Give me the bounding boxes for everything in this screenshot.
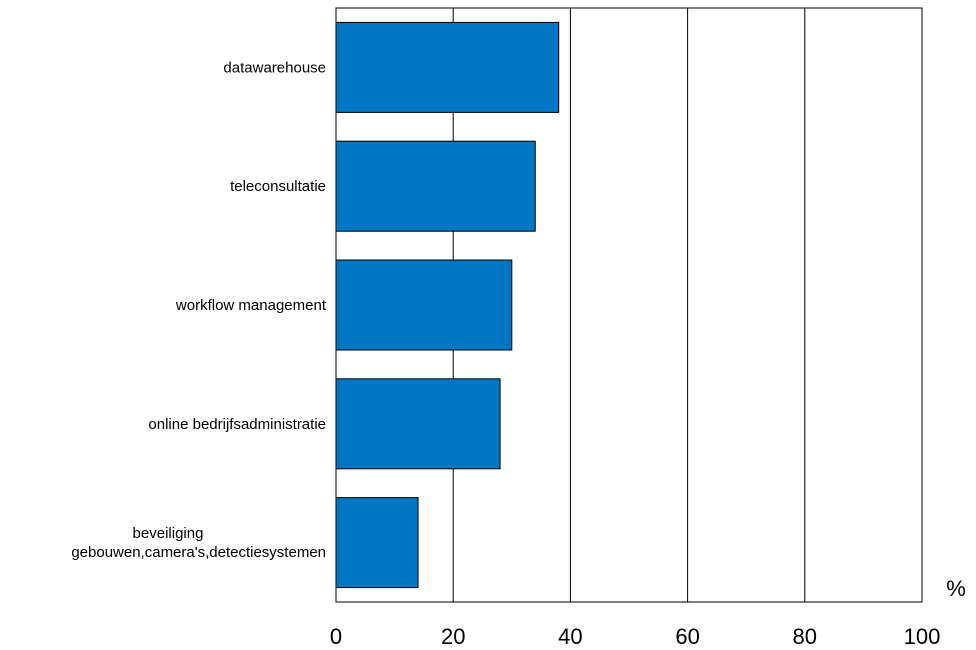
category-label-2-0: workflow management xyxy=(175,297,327,314)
x-tick-label-60: 60 xyxy=(675,624,699,649)
x-tick-label-80: 80 xyxy=(793,624,817,649)
x-tick-label-0: 0 xyxy=(330,624,342,649)
x-tick-label-40: 40 xyxy=(558,624,582,649)
x-axis-unit-label: % xyxy=(946,576,966,601)
bar-1 xyxy=(335,140,536,232)
x-tick-labels: 0 20 40 60 80 100 xyxy=(330,624,940,649)
x-tick-label-20: 20 xyxy=(441,624,465,649)
category-label-4-1: gebouwen,camera's,detectiesystemen xyxy=(71,544,326,561)
bar-2 xyxy=(335,259,513,351)
category-labels: datawarehouse teleconsultatie workflow man… xyxy=(71,59,326,561)
bars xyxy=(335,21,560,589)
bar-3 xyxy=(335,378,501,470)
category-label-3-0: online bedrijfsadministratie xyxy=(148,416,326,433)
category-label-4-0: beveiliging xyxy=(133,525,204,542)
bar-0 xyxy=(335,21,560,113)
bar-4 xyxy=(335,497,419,589)
category-label-0-0: datawarehouse xyxy=(223,59,326,76)
plot-frame xyxy=(335,7,923,603)
category-label-1-0: teleconsultatie xyxy=(230,178,326,195)
x-tick-label-100: 100 xyxy=(904,624,941,649)
